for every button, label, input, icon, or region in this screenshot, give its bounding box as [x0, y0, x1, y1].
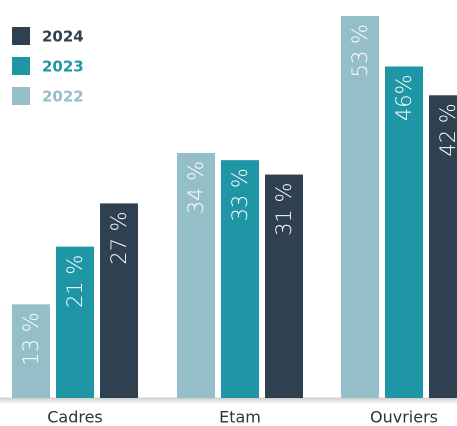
baseline-shadow: [0, 398, 457, 404]
value-label: 21 %: [63, 255, 87, 308]
bar: [341, 16, 379, 398]
value-label: 53 %: [348, 24, 372, 77]
bar: [265, 174, 303, 398]
legend-swatch: [12, 27, 30, 45]
legend-swatch: [12, 87, 30, 105]
legend-swatch: [12, 57, 30, 75]
value-label: 31 %: [272, 183, 296, 236]
value-label: 27 %: [107, 211, 131, 264]
value-label: 33 %: [228, 168, 252, 221]
value-label: 42 %: [436, 103, 457, 156]
bar: [56, 246, 94, 398]
legend-label: 2024: [42, 28, 84, 46]
bar: [12, 304, 50, 398]
value-label: 13 %: [19, 312, 43, 365]
value-label: 46%: [392, 74, 416, 121]
x-tick-label: Cadres: [47, 408, 103, 426]
bar: [385, 66, 423, 399]
x-tick-label: Etam: [219, 408, 261, 426]
bar: [221, 160, 259, 398]
legend-label: 2023: [42, 58, 84, 76]
x-tick-label: Ouvriers: [370, 408, 438, 426]
bar: [177, 152, 215, 398]
bar: [100, 203, 138, 398]
bar: [429, 95, 457, 398]
legend-label: 2022: [42, 88, 84, 106]
value-label: 34 %: [184, 161, 208, 214]
